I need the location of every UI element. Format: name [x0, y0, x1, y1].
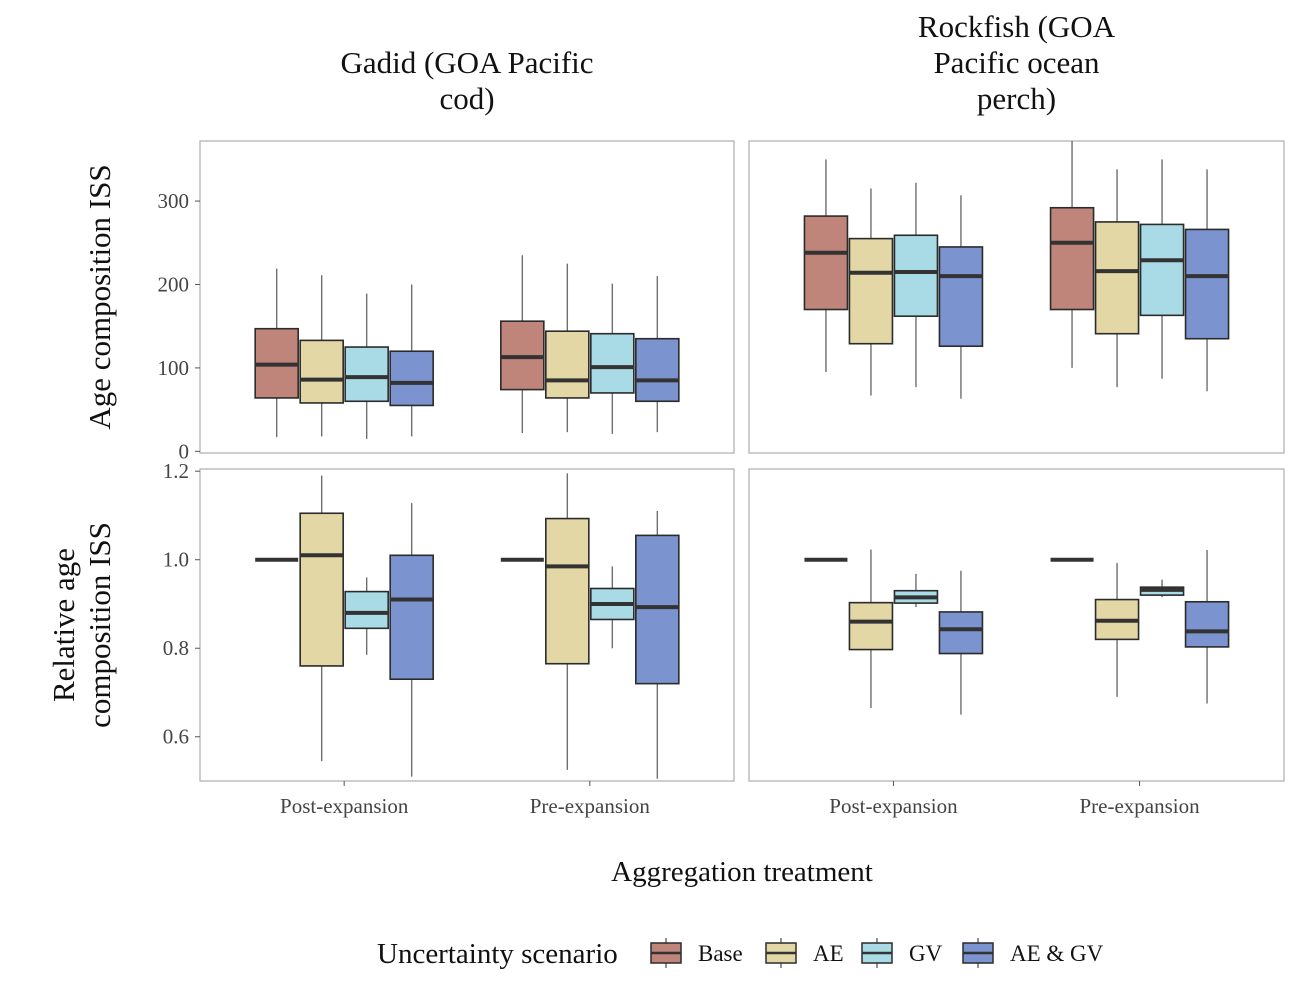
box-gv-r0-c1-g0: [893, 234, 939, 317]
box-base-r0-c1-g0: [803, 215, 849, 311]
box-aegv-r0-c0-g0: [389, 350, 434, 407]
y-tick-label: 300: [158, 189, 190, 213]
box-ae-r1-c1-g0: [848, 601, 894, 651]
box-gv-r0-c1-g1: [1139, 223, 1185, 317]
box-ae-r1-c0-g0: [299, 512, 344, 667]
box-aegv-r1-c0-g1: [635, 534, 680, 685]
y-tick-label: 1.2: [163, 459, 189, 483]
box-aegv-r1-c0-g0: [389, 554, 434, 681]
column-title-line: Rockfish (GOA: [918, 9, 1116, 44]
box-aegv-r1-c1-g1: [1184, 600, 1230, 648]
legend-label: AE & GV: [1010, 941, 1104, 966]
y-tick-label: 1.0: [163, 548, 189, 572]
column-title-line: Pacific ocean: [933, 45, 1100, 80]
y-tick-label: 0.6: [163, 725, 189, 749]
y-tick-label: 100: [158, 356, 190, 380]
x-tick-label: Pre-expansion: [1079, 794, 1200, 818]
box-ae-r1-c0-g1: [545, 517, 590, 665]
row-label-line: Age composition ISS: [82, 164, 117, 429]
x-tick-label: Pre-expansion: [530, 794, 651, 818]
row-label-line: Relative age: [46, 548, 81, 702]
box-gv-r1-c0-g0: [344, 590, 389, 630]
x-tick-label: Post-expansion: [829, 794, 958, 818]
box-aegv-r0-c1-g1: [1184, 228, 1230, 340]
box-gv-r0-c0-g1: [590, 332, 635, 394]
y-tick-label: 0.8: [163, 636, 189, 660]
column-title-line: Gadid (GOA Pacific: [340, 45, 593, 80]
box-ae-r0-c0-g0: [299, 339, 344, 404]
column-title-line: cod): [439, 81, 494, 116]
box-gv-r0-c0-g0: [344, 346, 389, 403]
y-tick-label: 0: [179, 439, 190, 463]
box-aegv-r0-c0-g1: [635, 337, 680, 403]
y-tick-label: 200: [158, 272, 190, 296]
x-axis-label: Aggregation treatment: [611, 856, 873, 888]
legend-title: Uncertainty scenario: [377, 938, 618, 970]
row-label-line: composition ISS: [82, 522, 117, 728]
x-tick-label: Post-expansion: [280, 794, 409, 818]
box-ae-r0-c1-g1: [1094, 221, 1140, 335]
legend-label: AE: [813, 941, 844, 966]
box-ae-r0-c1-g0: [848, 237, 894, 345]
legend-label: Base: [698, 941, 743, 966]
box-ae-r0-c0-g1: [545, 330, 590, 399]
panel-frame-r0-c0: [199, 140, 735, 454]
column-title-line: perch): [977, 81, 1056, 116]
box-aegv-r0-c1-g0: [938, 246, 984, 348]
box-base-r0-c1-g1: [1049, 206, 1095, 311]
box-aegv-r1-c1-g0: [938, 611, 984, 655]
legend-label: GV: [909, 941, 943, 966]
